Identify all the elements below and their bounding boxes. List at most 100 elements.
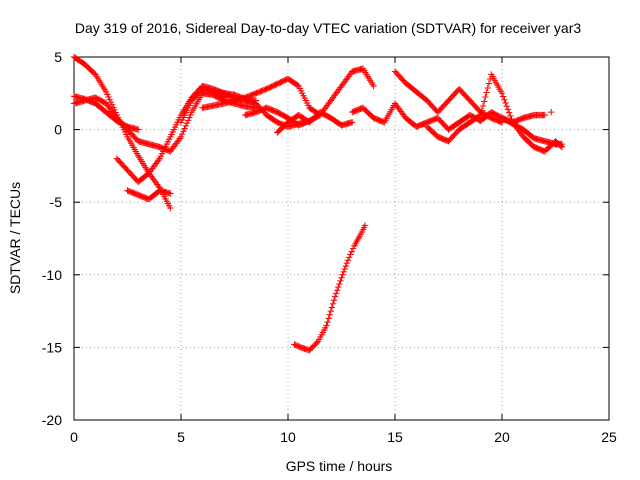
data-point	[339, 271, 346, 278]
data-point	[342, 262, 349, 270]
y-tick-label: -10	[42, 267, 62, 283]
data-point	[337, 277, 344, 285]
data-point	[176, 135, 184, 142]
plot-frame	[73, 56, 610, 421]
x-tick-label: 15	[387, 429, 403, 445]
ticks: 0 5 10 15 20 25 5 0 -5 -10 -15 -20	[42, 49, 617, 445]
data-point	[326, 98, 333, 106]
y-axis-label: SDTVAR / TECUs	[7, 182, 23, 294]
data-point	[313, 339, 320, 347]
data-point	[395, 105, 402, 112]
data-point	[330, 297, 338, 304]
data-point	[336, 280, 343, 288]
data-point	[182, 122, 189, 130]
data-point	[146, 168, 154, 175]
data-point	[152, 179, 160, 187]
data-point	[483, 89, 490, 96]
y-tick-label: -20	[42, 412, 62, 428]
data-point	[108, 108, 116, 115]
data-point	[169, 144, 176, 152]
series-label-point	[548, 108, 555, 116]
data-point	[170, 143, 178, 150]
y-tick-label: 0	[54, 122, 62, 138]
x-tick-label: 20	[494, 429, 510, 445]
data-point	[332, 290, 340, 297]
data-point	[485, 80, 493, 87]
data-point	[334, 87, 342, 95]
data-point	[476, 112, 483, 120]
data-point	[498, 90, 506, 97]
data-point	[104, 101, 111, 109]
data-point	[333, 89, 340, 96]
data-point	[340, 268, 347, 276]
data-point	[178, 130, 186, 138]
data-point	[346, 71, 354, 78]
data-point	[167, 204, 174, 212]
data-point	[173, 140, 180, 147]
data-point	[102, 100, 110, 107]
data-point	[335, 283, 342, 291]
data-point	[325, 100, 332, 107]
data-point	[155, 182, 162, 190]
data-point	[150, 163, 157, 170]
data-point	[503, 103, 510, 110]
y-tick-label: 5	[54, 49, 62, 65]
data-point	[177, 133, 185, 141]
data-point	[180, 128, 187, 135]
data-point	[331, 293, 339, 300]
data-point	[396, 106, 403, 114]
data-point	[558, 140, 566, 148]
data-point	[175, 136, 182, 144]
data-point	[149, 174, 156, 182]
data-point	[148, 173, 155, 180]
data-point	[479, 102, 487, 110]
series-arc-5	[124, 187, 174, 203]
data-point	[507, 112, 514, 120]
data-point	[394, 103, 401, 110]
data-point	[343, 76, 350, 83]
data-point	[502, 99, 509, 107]
data-point	[397, 108, 405, 115]
data-point	[324, 102, 331, 109]
data-point	[478, 107, 485, 114]
data-point	[294, 82, 301, 89]
data-point	[341, 265, 348, 273]
data-point	[347, 251, 354, 258]
x-axis-label: GPS time / hours	[286, 458, 393, 474]
data-point	[341, 78, 349, 85]
x-tick-label: 5	[177, 429, 185, 445]
y-tick-label: -5	[50, 194, 63, 210]
data-point	[504, 106, 512, 113]
data-point	[505, 109, 513, 116]
data-point	[484, 84, 491, 92]
x-tick-label: 0	[70, 429, 78, 445]
data-point	[220, 94, 227, 101]
data-point	[392, 101, 400, 109]
x-tick-label: 25	[601, 429, 617, 445]
data-point	[152, 160, 160, 167]
data-point	[499, 93, 507, 100]
data-point	[501, 96, 508, 103]
data-point	[105, 103, 112, 110]
data-point	[348, 248, 355, 255]
data-point	[331, 92, 338, 99]
data-point	[328, 95, 336, 103]
data-point	[148, 166, 155, 174]
data-point	[327, 97, 334, 104]
data-point	[184, 117, 192, 124]
data-point	[340, 79, 348, 87]
data-point	[361, 222, 369, 229]
data-point	[171, 141, 179, 149]
data-point	[548, 108, 555, 116]
chart-title: Day 319 of 2016, Sidereal Day-to-day VTE…	[75, 20, 581, 36]
data-point	[370, 82, 377, 90]
data-point	[151, 161, 159, 169]
data-point	[346, 254, 353, 261]
data-point	[349, 245, 357, 252]
data-point	[338, 82, 345, 90]
data-point	[477, 111, 484, 119]
data-point	[186, 114, 193, 121]
data-point	[183, 119, 191, 127]
